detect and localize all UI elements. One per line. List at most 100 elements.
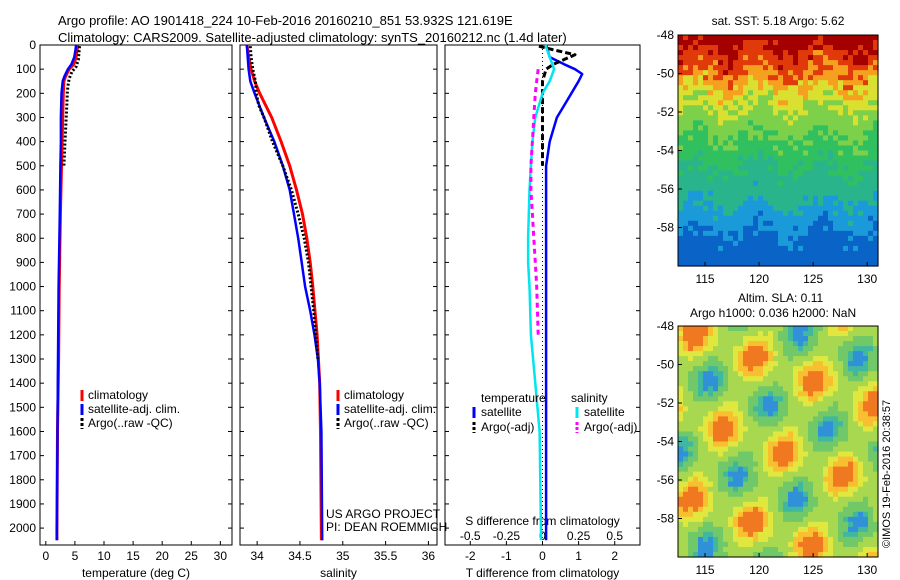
- map-cell: [868, 45, 874, 51]
- map-cell: [823, 45, 829, 51]
- sst-title: sat. SST: 5.18 Argo: 5.62: [712, 14, 845, 28]
- map-cell: [838, 195, 844, 202]
- map-cell: [818, 210, 824, 217]
- map-cell: [718, 521, 724, 528]
- map-cell: [738, 411, 744, 417]
- map-cell: [738, 341, 744, 347]
- map-cell: [688, 115, 694, 121]
- map-cell: [808, 531, 814, 538]
- map-cell: [768, 406, 774, 412]
- map-cell: [863, 386, 869, 392]
- map-cell: [688, 401, 694, 407]
- map-cell: [868, 215, 874, 222]
- map-cell: [678, 110, 684, 116]
- map-lat-label: -50: [657, 358, 675, 372]
- map-cell: [823, 35, 829, 41]
- map-cell: [808, 406, 814, 412]
- map-cell: [733, 476, 739, 483]
- map-cell: [778, 230, 784, 237]
- map-cell: [708, 160, 714, 167]
- legend-label: satellite-adj. clim.: [88, 402, 180, 416]
- map-cell: [818, 250, 824, 257]
- map-cell: [788, 461, 794, 468]
- map-cell: [763, 431, 769, 438]
- map-cell: [713, 45, 719, 51]
- map-cell: [768, 240, 774, 247]
- map-cell: [708, 426, 714, 433]
- map-cell: [723, 541, 729, 548]
- map-cell: [753, 341, 759, 347]
- map-cell: [843, 190, 849, 197]
- map-cell: [743, 255, 749, 262]
- map-cell: [703, 45, 709, 51]
- map-cell: [703, 376, 709, 382]
- map-cell: [693, 190, 699, 197]
- map-cell: [818, 125, 824, 132]
- map-cell: [763, 341, 769, 347]
- map-cell: [683, 60, 689, 66]
- map-cell: [683, 50, 689, 56]
- map-cell: [813, 431, 819, 438]
- map-cell: [873, 331, 879, 337]
- map-cell: [778, 195, 784, 202]
- map-cell: [773, 245, 779, 252]
- map-cell: [718, 170, 724, 177]
- map-cell: [773, 466, 779, 473]
- map-cell: [748, 501, 754, 508]
- map-cell: [788, 250, 794, 257]
- map-cell: [823, 55, 829, 61]
- map-cell: [693, 110, 699, 116]
- map-cell: [763, 471, 769, 478]
- map-cell: [838, 225, 844, 232]
- map-cell: [853, 391, 859, 397]
- map-cell: [763, 441, 769, 448]
- map-cell: [873, 411, 879, 417]
- map-cell: [753, 90, 759, 96]
- map-cell: [843, 526, 849, 533]
- map-cell: [738, 476, 744, 483]
- map-cell: [773, 446, 779, 453]
- map-cell: [738, 546, 744, 553]
- map-cell: [748, 516, 754, 523]
- map-cell: [778, 411, 784, 417]
- map-cell: [733, 200, 739, 207]
- map-cell: [873, 110, 879, 116]
- map-cell: [743, 105, 749, 111]
- map-cell: [693, 175, 699, 182]
- map-cell: [848, 80, 854, 86]
- map-cell: [848, 426, 854, 433]
- map-cell: [688, 215, 694, 222]
- map-cell: [858, 536, 864, 543]
- map-cell: [858, 125, 864, 132]
- map-cell: [843, 90, 849, 96]
- map-cell: [758, 466, 764, 473]
- map-cell: [823, 255, 829, 262]
- map-cell: [738, 486, 744, 493]
- map-cell: [708, 446, 714, 453]
- map-cell: [723, 491, 729, 498]
- map-cell: [678, 85, 684, 91]
- map-cell: [773, 145, 779, 152]
- map-cell: [863, 526, 869, 533]
- map-cell: [808, 175, 814, 182]
- map-cell: [853, 220, 859, 227]
- map-cell: [818, 471, 824, 478]
- map-cell: [768, 85, 774, 91]
- map-cell: [843, 446, 849, 453]
- map-cell: [678, 546, 684, 553]
- map-cell: [728, 506, 734, 513]
- map-cell: [823, 541, 829, 548]
- map-cell: [713, 491, 719, 498]
- map-cell: [798, 551, 804, 558]
- map-cell: [688, 50, 694, 56]
- map-cell: [818, 180, 824, 187]
- map-cell: [813, 75, 819, 81]
- map-cell: [873, 250, 879, 257]
- map-cell: [733, 456, 739, 463]
- map-cell: [873, 391, 879, 397]
- map-cell: [753, 416, 759, 423]
- map-cell: [753, 536, 759, 543]
- map-cell: [733, 85, 739, 91]
- map-cell: [743, 260, 749, 267]
- map-cell: [738, 331, 744, 337]
